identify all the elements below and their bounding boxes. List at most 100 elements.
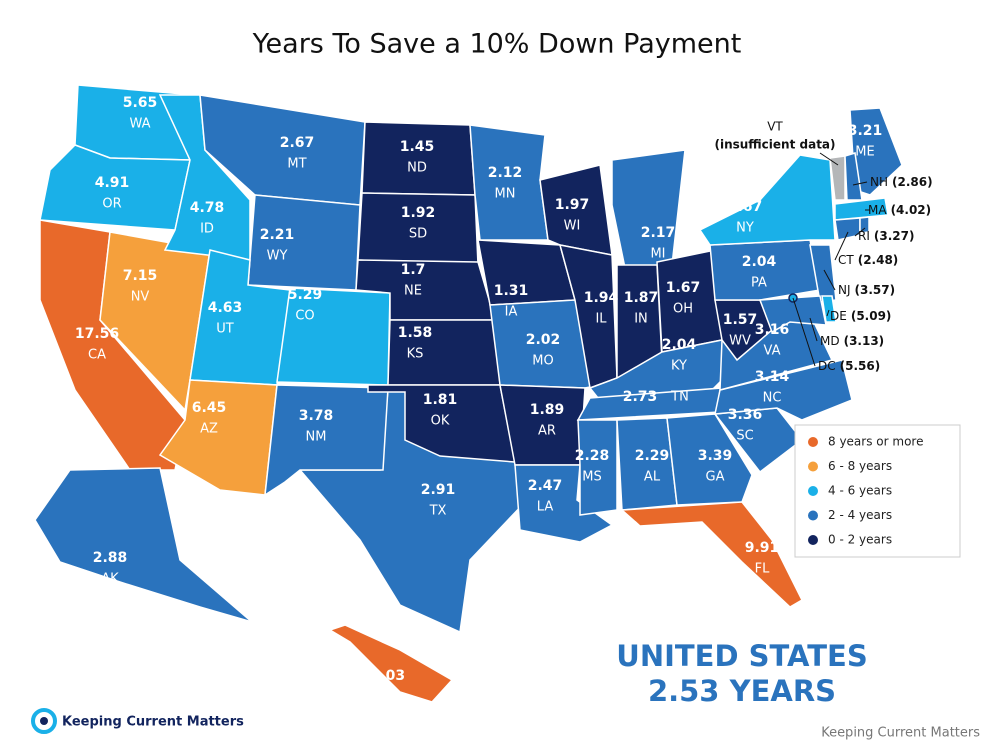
state-callout: RI (3.27) xyxy=(858,229,914,243)
state-abbr: WI xyxy=(564,219,581,234)
state-value: (5.09) xyxy=(851,309,892,323)
state-callout: NJ (3.57) xyxy=(838,283,895,297)
state-abbr: DC xyxy=(818,359,836,373)
state-value: 5.29 xyxy=(288,287,323,303)
state-abbr: AZ xyxy=(200,422,218,437)
state-value: 17.56 xyxy=(75,326,119,342)
legend-swatch xyxy=(808,461,818,472)
state-abbr: ME xyxy=(855,145,874,160)
state-value: 1.67 xyxy=(666,280,701,296)
state-callout: MA (4.02) xyxy=(868,203,931,217)
callout-line xyxy=(834,231,849,261)
legend-label: 6 - 8 years xyxy=(828,459,892,473)
state-abbr: CO xyxy=(295,309,314,324)
state-callout: MD (3.13) xyxy=(820,334,884,348)
state-abbr: MO xyxy=(532,354,553,369)
state-shape xyxy=(34,467,253,623)
state-value: 2.88 xyxy=(93,550,128,566)
state-abbr: ID xyxy=(200,222,214,237)
state-value: 3.78 xyxy=(299,408,334,424)
state-value: 5.65 xyxy=(123,95,158,111)
state-abbr: KS xyxy=(407,347,424,362)
state-abbr: WV xyxy=(729,334,751,349)
state-abbr: AK xyxy=(101,572,119,587)
state-abbr: MT xyxy=(287,157,306,172)
state-value: 4.63 xyxy=(208,300,243,316)
state-abbr: PA xyxy=(751,276,767,291)
state-value: 7.15 xyxy=(123,268,158,284)
state-abbr: OH xyxy=(673,302,693,317)
state-shape xyxy=(698,154,836,246)
state-abbr: CT xyxy=(838,253,854,267)
state-abbr: IN xyxy=(634,312,648,327)
state-abbr: DE xyxy=(830,309,847,323)
state-value: 2.17 xyxy=(641,225,676,241)
state-value: 2.02 xyxy=(526,332,561,348)
state-shape xyxy=(834,197,889,221)
state-value: 4.78 xyxy=(190,200,225,216)
state-callout: DC (5.56) xyxy=(818,359,880,373)
state-abbr: OK xyxy=(431,414,450,429)
logo-text: Keeping Current Matters xyxy=(62,715,244,730)
callout-line xyxy=(809,317,818,342)
legend-label: 8 years or more xyxy=(828,435,923,449)
footer-credit: Keeping Current Matters xyxy=(821,726,980,741)
legend-label: 0 - 2 years xyxy=(828,533,892,547)
state-abbr: AL xyxy=(644,470,661,485)
state-shape xyxy=(361,121,476,196)
state-shape xyxy=(834,217,861,241)
state-value: 1.94 xyxy=(584,290,619,306)
state-value: 3.21 xyxy=(848,123,883,139)
state-abbr: ND xyxy=(407,161,427,176)
state-shape xyxy=(859,216,870,234)
state-value: 3.16 xyxy=(755,322,790,338)
state-abbr: NE xyxy=(404,284,422,299)
state-value: 2.47 xyxy=(528,478,563,494)
callout-line xyxy=(823,269,836,291)
state-shape xyxy=(577,419,618,516)
state-shape xyxy=(829,155,846,201)
legend-label: 4 - 6 years xyxy=(828,484,892,498)
state-value: (3.13) xyxy=(844,334,885,348)
state-abbr: OR xyxy=(102,197,121,212)
state-value: 1.7 xyxy=(401,262,426,278)
state-abbr: VA xyxy=(764,344,781,359)
state-value: 3.36 xyxy=(728,407,763,423)
state-value: 16.03 xyxy=(361,668,405,684)
state-value: 1.97 xyxy=(555,197,590,213)
state-abbr: NV xyxy=(131,290,150,305)
state-shape xyxy=(469,124,549,241)
callout-line xyxy=(826,309,830,317)
legend-swatch xyxy=(808,486,818,496)
state-abbr: AR xyxy=(538,424,556,439)
state-value: 1.87 xyxy=(624,290,659,306)
state-value: 3.14 xyxy=(755,369,790,385)
state-shape xyxy=(666,413,753,506)
legend-swatch xyxy=(808,510,818,521)
state-shape xyxy=(709,239,821,301)
states xyxy=(34,84,903,703)
state-abbr: MD xyxy=(820,334,840,348)
state-abbr: NH xyxy=(870,175,888,189)
state-abbr: IA xyxy=(505,305,518,320)
state-value: 1.45 xyxy=(400,139,435,155)
state-abbr: GA xyxy=(706,470,725,485)
state-note: (insufficient data) xyxy=(714,138,835,152)
state-abbr: NM xyxy=(306,430,327,445)
state-callout: DE (5.09) xyxy=(830,309,891,323)
state-abbr: LA xyxy=(537,500,554,515)
state-abbr: SD xyxy=(409,227,427,242)
state-abbr: KY xyxy=(671,359,687,374)
state-value: 2.91 xyxy=(421,482,456,498)
state-value: 2.73 xyxy=(623,389,658,405)
state-value: 2.04 xyxy=(662,337,697,353)
state-abbr: MI xyxy=(650,247,665,262)
state-abbr: NY xyxy=(736,221,754,236)
state-value: 2.21 xyxy=(260,227,295,243)
logo: Keeping Current Matters xyxy=(31,708,244,734)
state-callout: NH (2.86) xyxy=(870,175,933,189)
state-value: 1.81 xyxy=(423,392,458,408)
state-value: (2.48) xyxy=(858,253,899,267)
state-shape xyxy=(844,152,863,201)
state-abbr: MA xyxy=(868,203,887,217)
